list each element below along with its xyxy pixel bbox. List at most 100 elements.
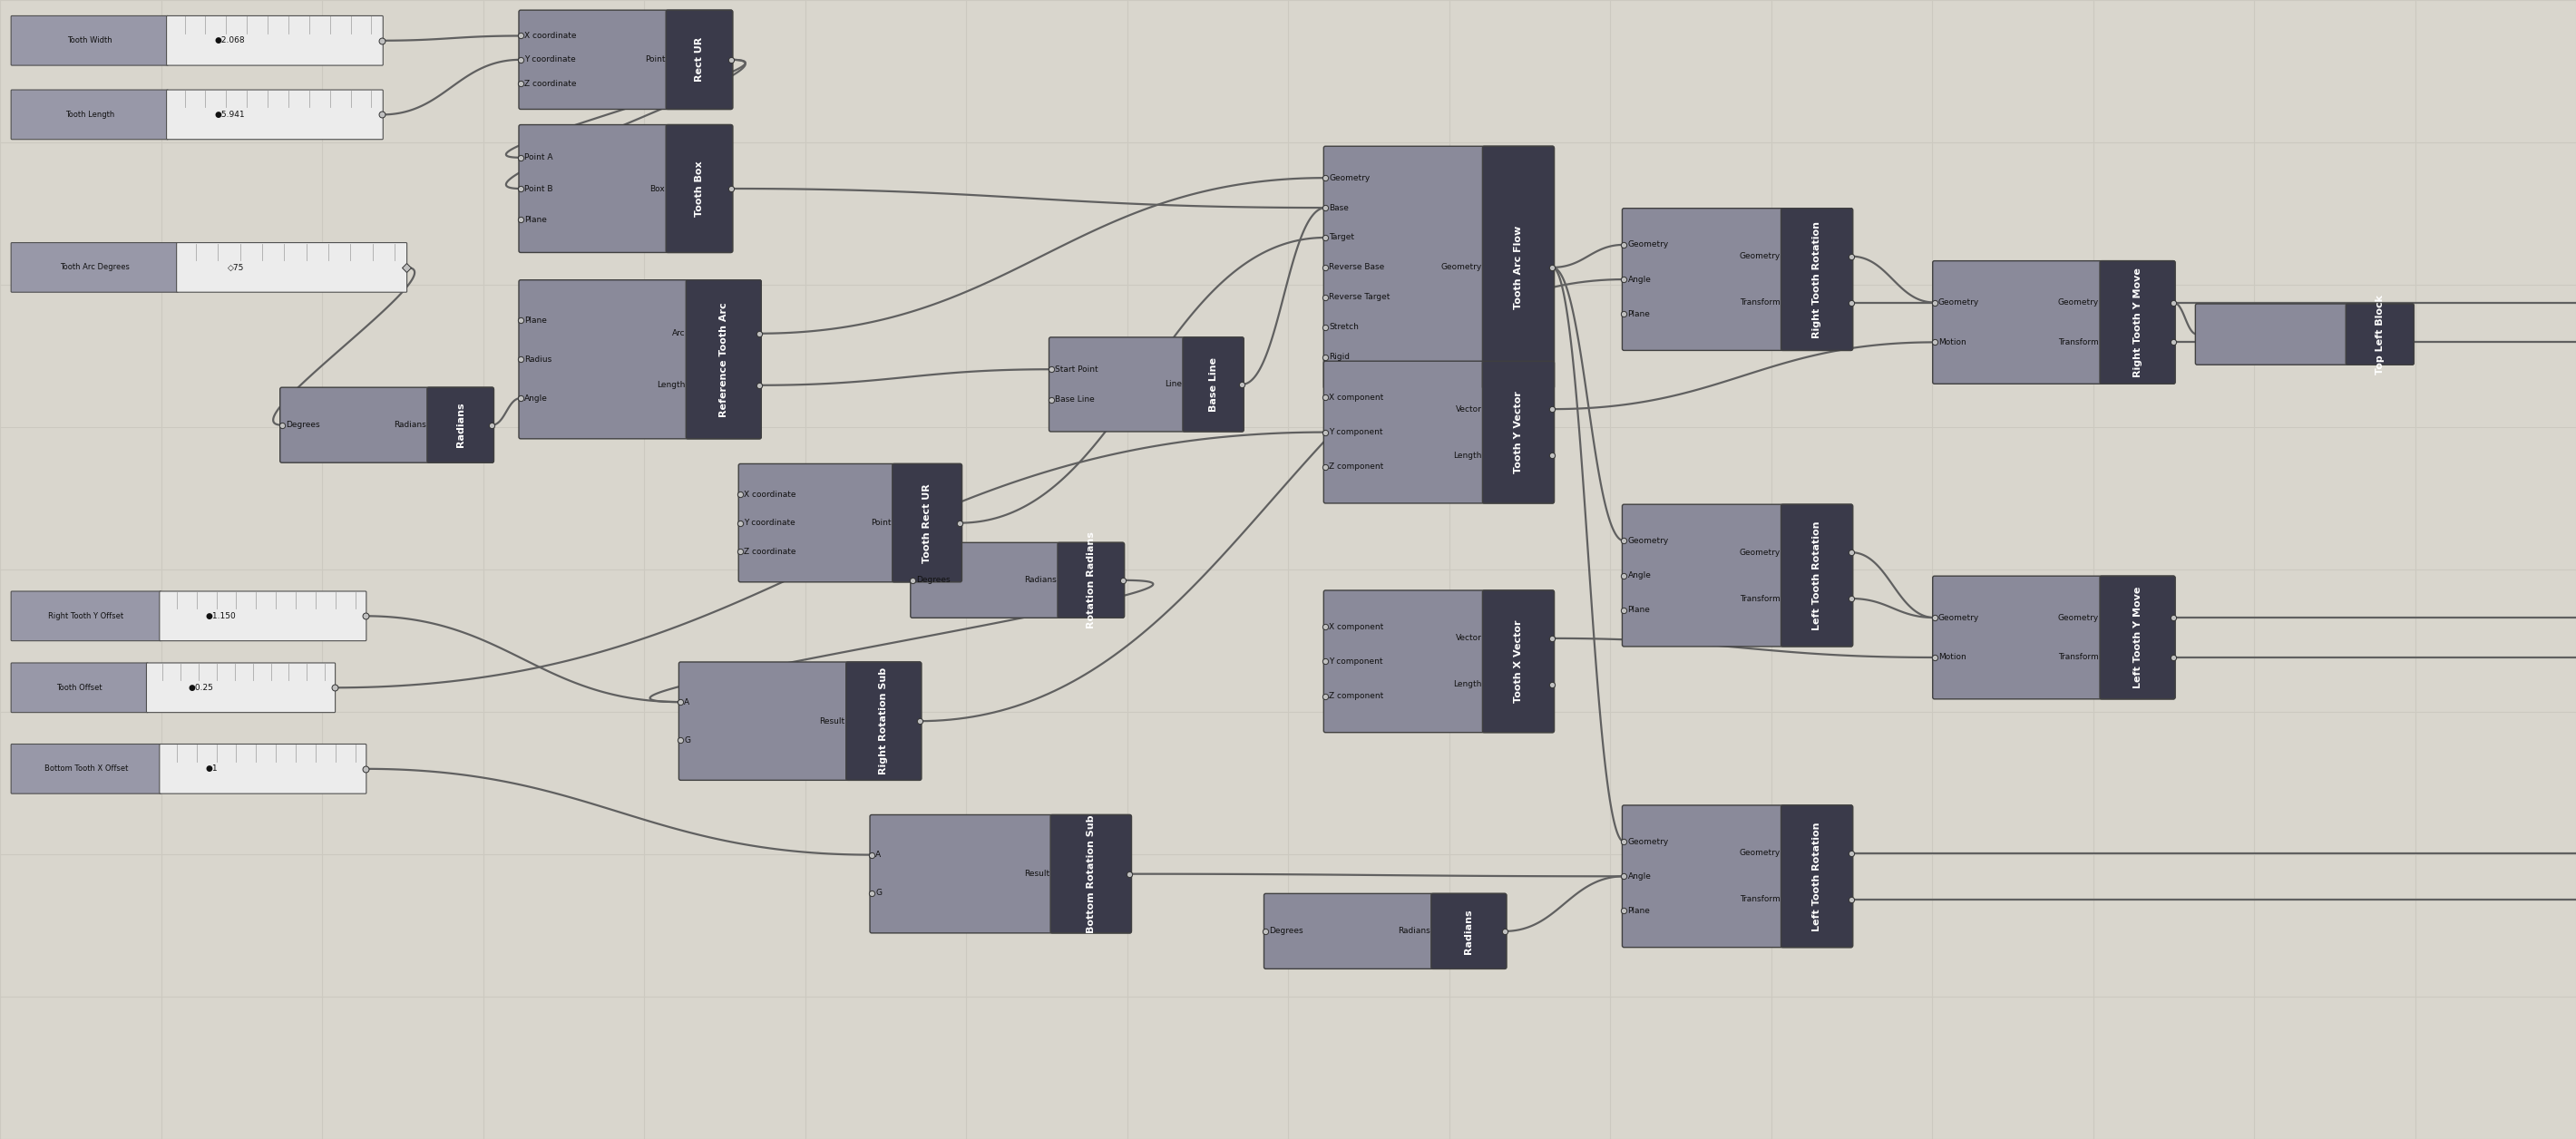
Text: Y component: Y component: [1329, 657, 1383, 665]
FancyBboxPatch shape: [1780, 505, 1852, 647]
Text: Degrees: Degrees: [917, 576, 951, 584]
Text: Degrees: Degrees: [1270, 927, 1303, 935]
FancyBboxPatch shape: [1048, 337, 1244, 432]
Text: Z coordinate: Z coordinate: [526, 80, 577, 88]
FancyBboxPatch shape: [167, 16, 384, 65]
Text: Reference Tooth Arc: Reference Tooth Arc: [719, 302, 729, 417]
Text: Tooth Length: Tooth Length: [64, 110, 113, 118]
FancyBboxPatch shape: [1623, 805, 1852, 948]
Text: Geometry: Geometry: [1739, 850, 1780, 858]
FancyBboxPatch shape: [428, 387, 495, 462]
Text: Angle: Angle: [1628, 872, 1651, 880]
Text: Plane: Plane: [1628, 606, 1651, 614]
FancyBboxPatch shape: [2347, 304, 2414, 364]
Text: Radius: Radius: [526, 355, 551, 363]
FancyBboxPatch shape: [167, 90, 384, 139]
FancyBboxPatch shape: [10, 16, 167, 65]
FancyBboxPatch shape: [1932, 261, 2174, 384]
FancyBboxPatch shape: [281, 387, 495, 462]
FancyBboxPatch shape: [1059, 542, 1123, 617]
Text: Right Rotation Sub: Right Rotation Sub: [878, 667, 889, 775]
Text: Point: Point: [644, 56, 665, 64]
Text: Radians: Radians: [394, 421, 425, 429]
Text: Geometry: Geometry: [2058, 298, 2099, 306]
Text: Angle: Angle: [1628, 276, 1651, 284]
FancyBboxPatch shape: [1324, 590, 1553, 732]
FancyBboxPatch shape: [739, 464, 961, 582]
Text: Radians: Radians: [1399, 927, 1430, 935]
FancyBboxPatch shape: [1780, 805, 1852, 948]
FancyBboxPatch shape: [10, 744, 162, 794]
Text: Left Tooth Rotation: Left Tooth Rotation: [1814, 521, 1821, 630]
FancyBboxPatch shape: [1932, 576, 2174, 699]
FancyBboxPatch shape: [160, 591, 366, 641]
Text: Transform: Transform: [2058, 654, 2099, 662]
FancyBboxPatch shape: [667, 125, 732, 253]
Text: Right Tooth Rotation: Right Tooth Rotation: [1814, 221, 1821, 338]
FancyBboxPatch shape: [871, 814, 1131, 933]
Text: Z component: Z component: [1329, 462, 1383, 470]
FancyBboxPatch shape: [1623, 505, 1852, 647]
FancyBboxPatch shape: [2195, 304, 2414, 364]
Text: Tooth Arc Degrees: Tooth Arc Degrees: [59, 263, 129, 271]
Text: ●5.941: ●5.941: [214, 110, 245, 118]
Text: Transform: Transform: [1739, 595, 1780, 603]
FancyBboxPatch shape: [147, 663, 335, 713]
Text: X component: X component: [1329, 623, 1383, 631]
Text: ●1: ●1: [206, 764, 219, 773]
Text: X coordinate: X coordinate: [526, 32, 577, 40]
Text: Tooth Rect UR: Tooth Rect UR: [922, 483, 933, 563]
FancyBboxPatch shape: [2099, 261, 2174, 384]
FancyBboxPatch shape: [1324, 361, 1553, 503]
Text: Rotation Radians: Rotation Radians: [1087, 532, 1095, 629]
FancyBboxPatch shape: [1481, 146, 1553, 388]
Text: Right Tooth Y Offset: Right Tooth Y Offset: [49, 612, 124, 620]
FancyBboxPatch shape: [160, 744, 366, 794]
Text: Left Tooth Y Move: Left Tooth Y Move: [2133, 587, 2143, 688]
Text: Motion: Motion: [1937, 654, 1965, 662]
Text: Line: Line: [1164, 380, 1182, 388]
FancyBboxPatch shape: [845, 662, 922, 780]
Text: Geometry: Geometry: [2058, 614, 2099, 622]
Text: Radians: Radians: [1463, 909, 1473, 953]
Text: Y coordinate: Y coordinate: [526, 56, 577, 64]
Text: Tooth Y Vector: Tooth Y Vector: [1515, 391, 1522, 474]
Text: Left Tooth Rotation: Left Tooth Rotation: [1814, 821, 1821, 931]
Text: Geometry: Geometry: [1937, 298, 1978, 306]
Text: Transform: Transform: [1739, 895, 1780, 903]
Text: Geometry: Geometry: [1329, 174, 1370, 182]
Text: Right Tooth Y Move: Right Tooth Y Move: [2133, 268, 2143, 377]
Text: Point B: Point B: [526, 185, 554, 192]
FancyBboxPatch shape: [1432, 894, 1507, 969]
Text: Plane: Plane: [1628, 907, 1651, 915]
Text: Arc: Arc: [672, 329, 685, 337]
Text: Base Line: Base Line: [1054, 395, 1095, 403]
Text: Geometry: Geometry: [1628, 536, 1669, 544]
Text: Reverse Base: Reverse Base: [1329, 263, 1386, 271]
Text: Reverse Target: Reverse Target: [1329, 293, 1391, 302]
Text: Length: Length: [1453, 451, 1481, 459]
Text: Plane: Plane: [1628, 310, 1651, 318]
FancyBboxPatch shape: [10, 243, 178, 293]
FancyBboxPatch shape: [518, 125, 732, 253]
Text: Stretch: Stretch: [1329, 323, 1360, 331]
FancyBboxPatch shape: [1265, 894, 1507, 969]
FancyBboxPatch shape: [518, 10, 732, 109]
Text: Y component: Y component: [1329, 428, 1383, 436]
Text: Geometry: Geometry: [1628, 240, 1669, 248]
FancyBboxPatch shape: [685, 280, 762, 439]
Text: Z component: Z component: [1329, 691, 1383, 700]
FancyBboxPatch shape: [1182, 337, 1244, 432]
Text: Bottom Tooth X Offset: Bottom Tooth X Offset: [44, 764, 129, 773]
FancyBboxPatch shape: [1481, 590, 1553, 732]
FancyBboxPatch shape: [680, 662, 922, 780]
FancyBboxPatch shape: [891, 464, 961, 582]
Text: Transform: Transform: [1739, 298, 1780, 306]
Text: Tooth Offset: Tooth Offset: [57, 683, 103, 691]
Text: ●1.150: ●1.150: [206, 612, 237, 620]
FancyBboxPatch shape: [1051, 814, 1131, 933]
FancyBboxPatch shape: [10, 591, 162, 641]
Text: ◇75: ◇75: [227, 263, 245, 271]
FancyBboxPatch shape: [1623, 208, 1852, 351]
Text: Point: Point: [871, 519, 891, 527]
